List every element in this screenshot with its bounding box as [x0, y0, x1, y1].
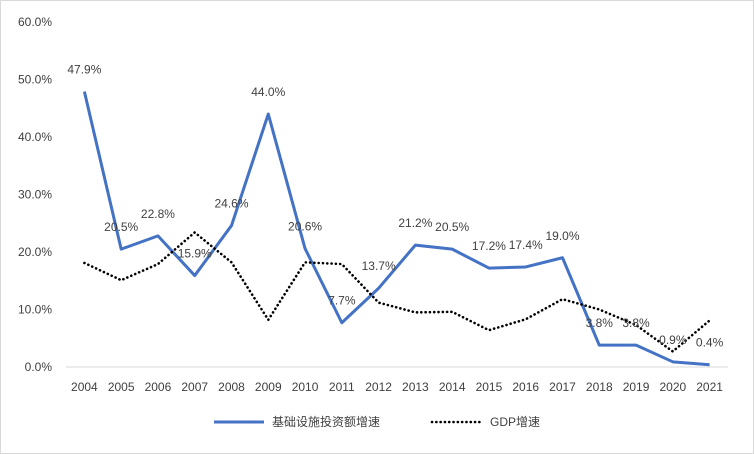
data-label: 13.7% — [362, 259, 396, 273]
x-tick-label: 2013 — [402, 380, 429, 394]
x-tick-label: 2005 — [108, 380, 135, 394]
data-label: 17.4% — [509, 238, 543, 252]
data-label: 20.5% — [435, 220, 469, 234]
series-layer — [82, 91, 711, 367]
legend-label-gdp: GDP增速 — [490, 415, 540, 429]
x-tick-label: 2018 — [586, 380, 613, 394]
data-label: 0.4% — [696, 336, 724, 350]
x-tick-label: 2012 — [365, 380, 392, 394]
x-tick-label: 2010 — [292, 380, 319, 394]
legend: 基础设施投资额增速 GDP增速 — [214, 414, 540, 429]
data-label: 7.7% — [328, 294, 356, 308]
x-tick-label: 2019 — [623, 380, 650, 394]
x-tick-label: 2021 — [696, 380, 723, 394]
data-label: 19.0% — [545, 229, 579, 243]
x-tick-label: 2016 — [512, 380, 539, 394]
infrastructure-growth-line — [82, 91, 710, 367]
x-tick-label: 2020 — [659, 380, 686, 394]
x-tick-label: 2011 — [329, 380, 355, 394]
data-label: 44.0% — [251, 85, 285, 99]
legend-label-infrastructure: 基础设施投资额增速 — [272, 414, 380, 429]
data-labels: 47.9%20.5%22.8%15.9%24.6%44.0%20.6%7.7%1… — [67, 63, 723, 350]
data-label: 22.8% — [141, 207, 175, 221]
y-axis: 0.0% 10.0% 20.0% 30.0% 40.0% 50.0% 60.0% — [18, 15, 52, 374]
x-tick-label: 2006 — [145, 380, 172, 394]
gdp-growth-line — [83, 231, 711, 353]
x-tick-label: 2009 — [255, 380, 282, 394]
y-tick-label: 50.0% — [18, 73, 52, 87]
x-tick-label: 2008 — [218, 380, 245, 394]
y-tick-label: 40.0% — [18, 130, 52, 144]
x-axis: 2004 2005 2006 2007 2008 2009 2010 2011 2012 2013… — [66, 366, 728, 394]
y-tick-label: 10.0% — [18, 303, 52, 317]
data-label: 15.9% — [178, 247, 212, 261]
x-tick-label: 2007 — [181, 380, 208, 394]
x-tick-label: 2014 — [439, 380, 466, 394]
data-label: 47.9% — [67, 63, 101, 77]
y-tick-label: 30.0% — [18, 188, 52, 202]
data-label: 20.6% — [288, 220, 322, 234]
y-tick-label: 60.0% — [18, 15, 52, 29]
y-tick-label: 20.0% — [18, 245, 52, 259]
x-tick-label: 2017 — [549, 380, 576, 394]
data-label: 20.5% — [104, 220, 138, 234]
data-label: 0.9% — [659, 333, 687, 347]
data-label: 3.8% — [622, 316, 650, 330]
data-label: 3.8% — [586, 316, 614, 330]
data-label: 24.6% — [214, 197, 248, 211]
x-tick-label: 2004 — [71, 380, 98, 394]
data-label: 21.2% — [398, 216, 432, 230]
x-tick-label: 2015 — [476, 380, 503, 394]
data-label: 17.2% — [472, 239, 506, 253]
y-tick-label: 0.0% — [25, 360, 53, 374]
